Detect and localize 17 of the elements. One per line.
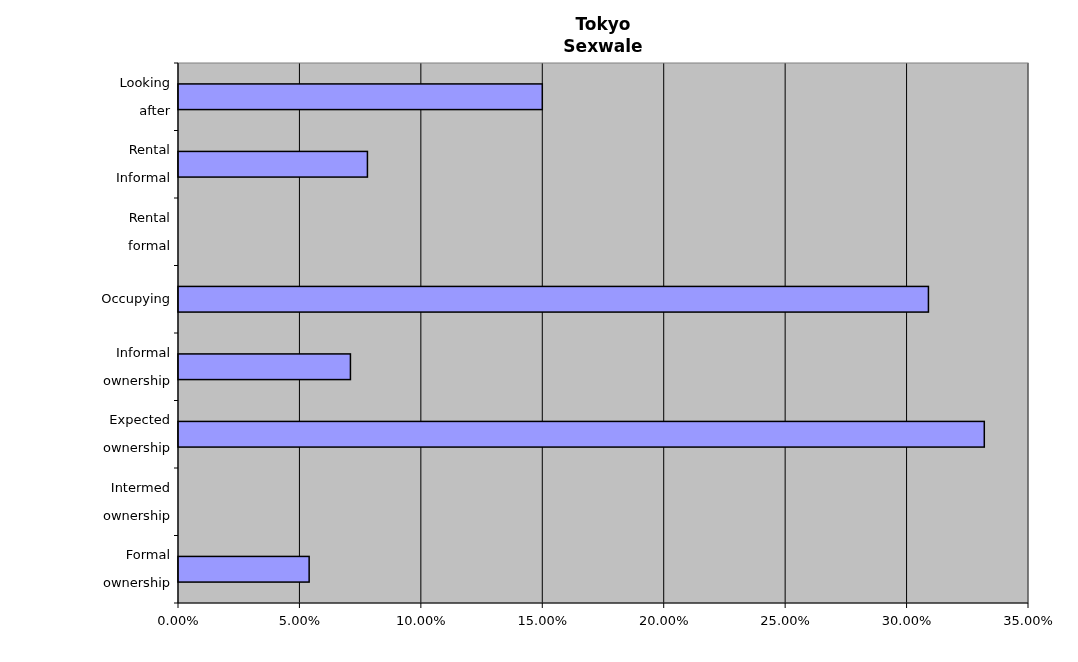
y-tick-label: Looking after <box>119 74 171 118</box>
x-tick-label: 25.00% <box>760 613 810 628</box>
x-tick-label: 30.00% <box>881 613 932 628</box>
x-tick-label: 10.00% <box>396 613 446 628</box>
x-tick-label: 15.00% <box>517 613 568 628</box>
y-tick-label: Rental Informal <box>116 142 170 186</box>
chart-title: Tokyo Sexwale <box>563 14 643 56</box>
x-tick-label: 20.00% <box>638 613 689 628</box>
y-tick-label: Informal ownership <box>102 344 170 388</box>
y-tick-label: Formal ownership <box>102 547 170 591</box>
y-tick-label: Intermed ownership <box>102 479 170 523</box>
y-tick-label: Expected ownership <box>102 412 170 456</box>
y-tick-label: Rental formal <box>128 209 170 253</box>
y-tick-label: Occupying <box>101 291 170 307</box>
x-tick-label: 0.00% <box>157 613 199 628</box>
x-tick-label: 35.00% <box>1003 613 1053 628</box>
x-tick-label: 5.00% <box>278 613 321 628</box>
